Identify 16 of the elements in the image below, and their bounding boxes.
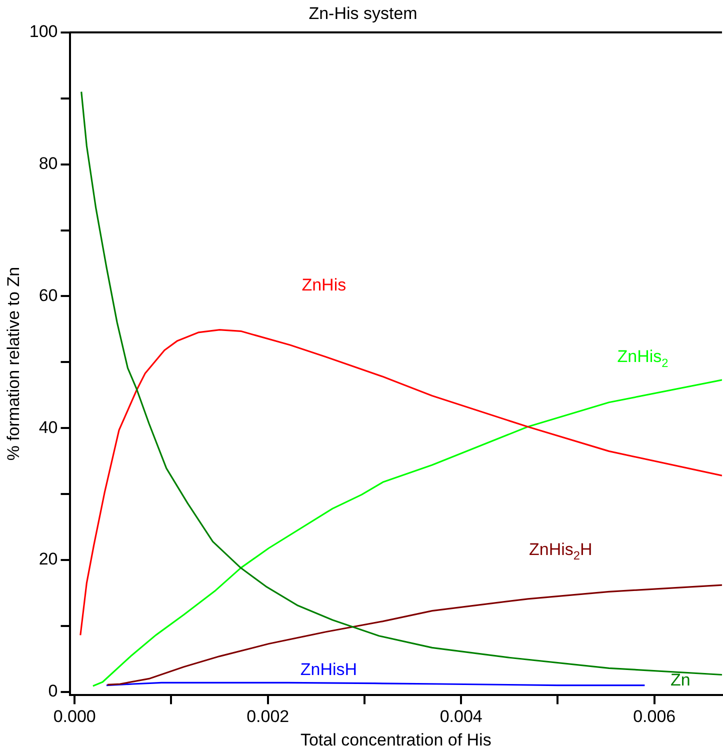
x-tick-label: 0.006: [633, 707, 676, 726]
y-tick-label: 20: [38, 550, 58, 569]
y-tick-label: 100: [29, 22, 58, 42]
y-axis-title: % formation relative to Zn: [4, 266, 23, 461]
y-tick-label: 60: [38, 286, 58, 305]
x-tick-label: 0.004: [440, 707, 482, 726]
series-label: ZnHisH: [300, 660, 358, 679]
x-tick-label: 0.000: [53, 707, 96, 726]
y-tick-label: 40: [38, 418, 58, 437]
y-tick-label: 80: [38, 154, 58, 173]
series-label: Zn: [670, 670, 690, 690]
text: ZnHis: [302, 275, 346, 294]
x-tick-label: 0.002: [246, 707, 290, 726]
chart-title: Zn-His system: [308, 4, 418, 23]
y-tick-label: 0: [48, 682, 58, 701]
x-axis-title: Total concentration of His: [300, 730, 492, 750]
